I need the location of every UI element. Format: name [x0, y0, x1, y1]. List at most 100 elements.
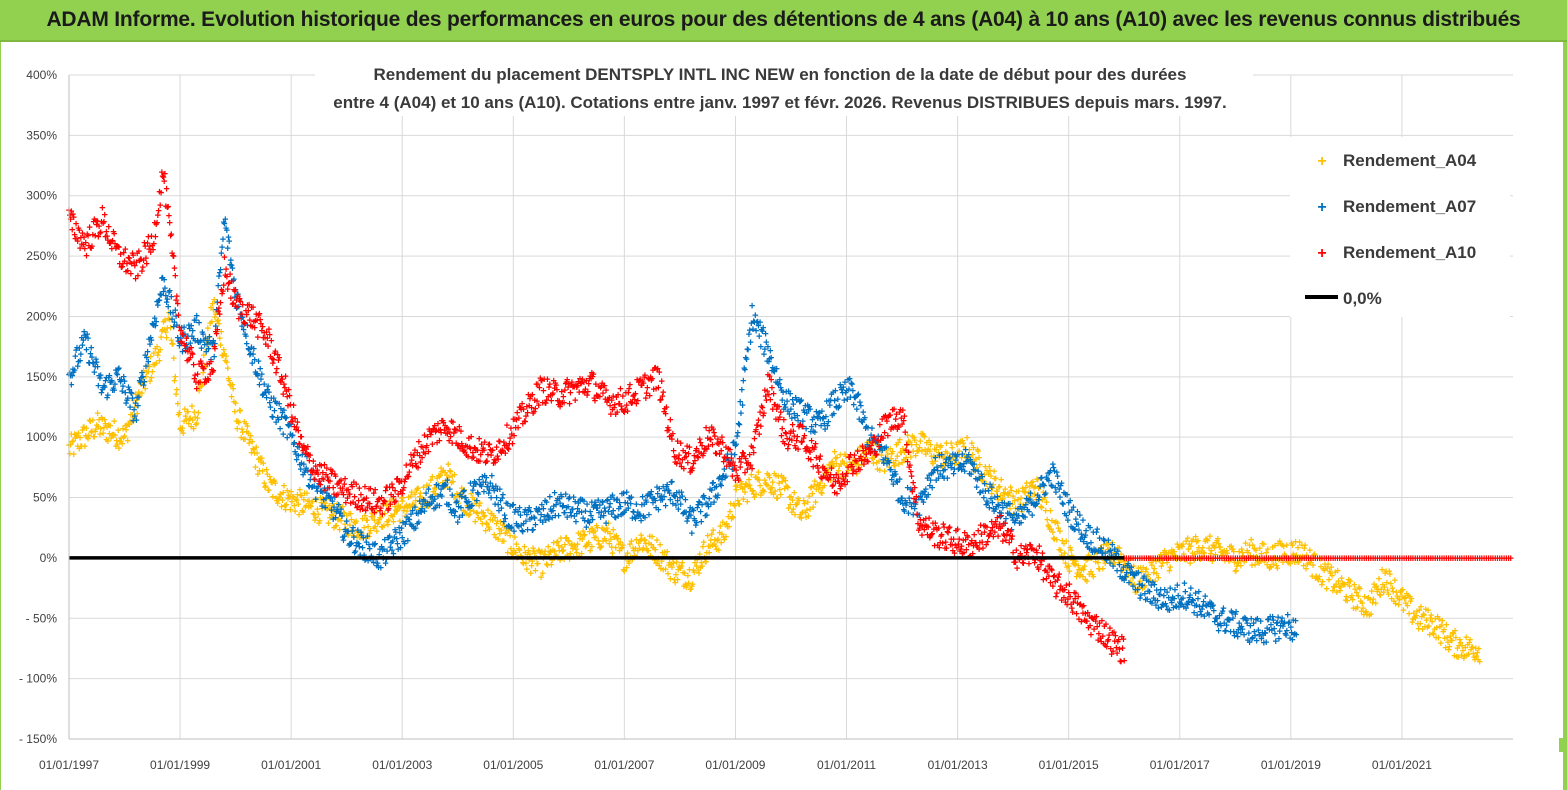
data-point: + [370, 512, 376, 524]
y-tick-label: - 100% [19, 672, 57, 686]
data-point: + [553, 550, 559, 562]
data-point: + [534, 558, 540, 570]
data-point: + [458, 488, 464, 500]
data-point: + [590, 528, 596, 540]
data-point: + [409, 487, 415, 499]
data-point: + [451, 492, 457, 504]
data-point: + [82, 431, 88, 443]
data-point: + [99, 414, 105, 426]
data-point: + [257, 453, 263, 465]
data-point: + [73, 429, 79, 441]
data-point: + [1056, 569, 1062, 581]
data-point: + [580, 526, 586, 538]
data-point: + [586, 526, 592, 538]
y-tick-label: 150% [26, 370, 57, 384]
series-rendement-a04: ++++++++++++++++++++++++++++++++++++++++… [66, 294, 1483, 668]
data-point: + [801, 430, 807, 442]
data-point: + [178, 426, 184, 438]
data-point: + [740, 375, 746, 387]
data-point: + [329, 499, 335, 511]
data-point: + [341, 508, 347, 520]
data-point: + [270, 475, 276, 487]
data-point: + [453, 497, 459, 509]
data-point: + [228, 380, 234, 392]
data-point: + [244, 421, 250, 433]
data-point: + [535, 545, 541, 557]
data-point: + [405, 492, 411, 504]
data-point: + [259, 453, 265, 465]
data-point: + [80, 422, 86, 434]
data-point: + [298, 490, 304, 502]
data-point: + [105, 420, 111, 432]
data-point: + [172, 372, 178, 384]
data-point: + [144, 367, 150, 379]
data-point: + [689, 579, 695, 591]
data-point: + [303, 501, 309, 513]
data-point: + [420, 501, 426, 513]
data-point: + [560, 545, 566, 557]
data-point: + [211, 294, 217, 306]
legend-marker-a07: + [1317, 199, 1326, 216]
data-point: + [593, 520, 599, 532]
data-point: + [240, 427, 246, 439]
data-point: + [220, 344, 226, 356]
data-point: + [136, 392, 142, 404]
legend-marker-a04: + [1317, 153, 1326, 170]
data-point: + [90, 415, 96, 427]
data-point: + [316, 518, 322, 530]
data-point: + [581, 530, 587, 542]
data-point: + [173, 389, 179, 401]
data-point: + [360, 533, 366, 545]
data-point: + [522, 547, 528, 559]
data-point: + [179, 423, 185, 435]
data-point: + [564, 550, 570, 562]
x-tick-label: 01/01/2019 [1261, 758, 1321, 772]
data-point: + [280, 487, 286, 499]
data-point: + [84, 432, 90, 444]
data-point: + [448, 477, 454, 489]
data-point: + [180, 428, 186, 440]
data-point: + [601, 533, 607, 545]
data-point: + [270, 491, 276, 503]
data-point: + [446, 472, 452, 484]
data-point: + [431, 490, 437, 502]
data-point: + [447, 466, 453, 478]
data-point: + [247, 430, 253, 442]
data-point: + [292, 506, 298, 518]
data-point: + [663, 402, 669, 414]
data-point: + [222, 356, 228, 368]
data-point: + [120, 423, 126, 435]
data-point: + [144, 259, 150, 271]
x-tick-label: 01/01/2021 [1372, 758, 1432, 772]
data-point: + [539, 568, 545, 580]
data-point: + [371, 515, 377, 527]
data-point: + [215, 315, 221, 327]
data-point: + [233, 416, 239, 428]
data-point: + [408, 491, 414, 503]
data-point: + [265, 485, 271, 497]
y-tick-label: 100% [26, 430, 57, 444]
data-point: + [439, 467, 445, 479]
data-point: + [231, 396, 237, 408]
data-point: + [213, 307, 219, 319]
data-point: + [359, 513, 365, 525]
data-point: + [175, 310, 181, 322]
data-point: + [462, 507, 468, 519]
data-point: + [575, 528, 581, 540]
data-point: + [226, 236, 232, 248]
data-point: + [445, 459, 451, 471]
data-point: + [449, 471, 455, 483]
data-point: + [405, 536, 411, 548]
data-point: + [441, 482, 447, 494]
data-point: + [423, 499, 429, 511]
data-point: + [314, 504, 320, 516]
data-point: + [509, 548, 515, 560]
data-point: + [268, 477, 274, 489]
data-point: + [547, 546, 553, 558]
data-point: + [369, 508, 375, 520]
data-point: + [896, 474, 902, 486]
data-point: + [193, 419, 199, 431]
data-point: + [246, 438, 252, 450]
data-point: + [161, 325, 167, 337]
data-point: + [736, 420, 742, 432]
